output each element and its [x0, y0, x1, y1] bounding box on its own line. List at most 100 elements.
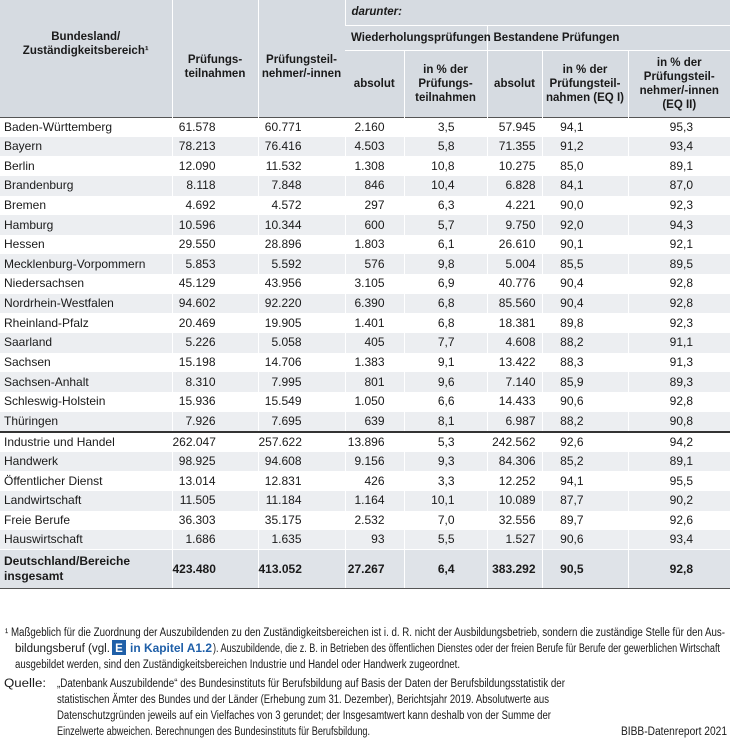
value-cell: 9.750 — [486, 215, 542, 235]
table-row: Rheinland-Pfalz 20.469 19.905 1.401 6,8 18.38… — [0, 313, 730, 334]
reference-link[interactable]: in Kapitel A1.2 — [130, 643, 212, 655]
table-row: Handwerk 98.925 94.608 9.156 9,3 84.306 85,2 89… — [0, 451, 730, 472]
value-cell: 9,3 — [403, 451, 487, 472]
header-cell: absolut — [345, 49, 404, 117]
credit: BIBB-Datenreport 2021 — [621, 726, 727, 738]
value-cell: 11.505 — [171, 490, 258, 511]
value-cell: 8.118 — [171, 175, 258, 196]
value-cell: 26.610 — [486, 234, 542, 255]
value-cell: 91,1 — [627, 333, 730, 353]
value-cell: 89,8 — [541, 313, 628, 334]
value-cell: 36.303 — [171, 510, 258, 531]
table-row: Deutschland/Bereiche insgesamt 423.480 413.… — [0, 549, 730, 590]
header-text: nahmen (EQ I) — [546, 91, 624, 104]
header-text: darunter: — [351, 6, 402, 19]
row-label: Nordrhein-Westfalen — [0, 293, 172, 314]
value-cell: 242.562 — [486, 430, 542, 452]
value-cell: 12.090 — [171, 156, 258, 176]
header-text: nehmer/-innen — [639, 84, 719, 97]
value-cell: 9,8 — [403, 254, 487, 275]
value-cell: 10,8 — [403, 156, 487, 176]
header-cell: Wiederholungsprüfungen — [345, 24, 491, 50]
header-cell: Bestandene Prüfungen — [486, 24, 730, 50]
table-row: Sachsen-Anhalt 8.310 7.995 801 9,6 7.140 85,9 8… — [0, 372, 730, 392]
value-cell: 89,5 — [627, 254, 730, 275]
value-cell: 1.635 — [257, 530, 345, 550]
value-cell: 84,1 — [541, 175, 628, 196]
value-cell: 90,4 — [541, 274, 628, 294]
value-cell: 19.905 — [257, 313, 345, 334]
data-table: Bundesland/Zuständigkeitsbereich¹ Prüfun… — [0, 0, 730, 590]
value-cell: 3.105 — [344, 274, 404, 294]
value-cell: 92,1 — [627, 234, 730, 255]
value-cell: 35.175 — [257, 510, 345, 531]
table-row: Hessen 29.550 28.896 1.803 6,1 26.610 90,1 92,1 — [0, 234, 730, 255]
value-cell: 90,1 — [541, 234, 628, 255]
value-cell: 405 — [344, 333, 404, 353]
value-cell: 85,5 — [541, 254, 628, 275]
value-cell: 91,3 — [627, 352, 730, 373]
value-cell: 88,2 — [541, 333, 628, 353]
value-cell: 6.987 — [486, 411, 542, 432]
value-cell: 27.267 — [344, 549, 404, 590]
value-cell: 93 — [344, 530, 404, 550]
value-cell: 4.503 — [344, 136, 404, 157]
row-label-line: insgesamt — [4, 569, 64, 584]
value-cell: 14.433 — [486, 391, 542, 412]
value-cell: 15.198 — [171, 352, 258, 373]
row-label: Schleswig-Holstein — [4, 394, 106, 409]
value-cell: 90,5 — [541, 549, 628, 590]
header-cell: in % der Prüfungs-teilnahmen — [403, 49, 487, 117]
table-row: Brandenburg 8.118 7.848 846 10,4 6.828 84,1 87,… — [0, 175, 730, 196]
value-cell: 10,4 — [403, 175, 487, 196]
row-label-line: Deutschland/Bereiche — [4, 554, 131, 569]
value-cell: 11.184 — [257, 490, 345, 511]
value-cell: 8.310 — [171, 372, 258, 392]
row-label: Hauswirtschaft — [0, 530, 172, 550]
value-cell: 3,5 — [403, 116, 487, 137]
value-cell: 5.592 — [257, 254, 345, 275]
value-cell: 90,6 — [541, 391, 628, 412]
source-text: „Datenbank Auszubildende“ des Bundesinst… — [57, 678, 565, 690]
value-cell: 40.776 — [486, 274, 542, 294]
table-header: Bundesland/Zuständigkeitsbereich¹ Prüfun… — [0, 0, 730, 117]
value-cell: 85,2 — [541, 451, 628, 472]
table-body: Baden-Württemberg 61.578 60.771 2.160 3,5 57.… — [0, 116, 730, 590]
value-cell: 2.160 — [344, 116, 404, 137]
value-cell: 98.925 — [171, 451, 258, 472]
footnote-text: ausgebildet werden, sind den Zuständigke… — [15, 659, 460, 671]
value-cell: 90,4 — [541, 293, 628, 314]
footnote-text: ¹ Maßgeblich für die Zuordnung der Auszu… — [5, 627, 725, 639]
value-cell: 14.706 — [257, 352, 345, 373]
value-cell: 383.292 — [486, 549, 542, 590]
value-cell: 4.221 — [486, 195, 542, 216]
value-cell: 94.608 — [257, 451, 345, 472]
value-cell: 10.344 — [257, 215, 345, 235]
header-text: Zuständigkeitsbereich¹ — [22, 45, 149, 58]
header-text: teilnahmen — [415, 91, 476, 104]
table-row: Industrie und Handel 262.047 257.622 13.896… — [0, 430, 730, 452]
table-row: Thüringen 7.926 7.695 639 8,1 6.987 88,2 90,8 — [0, 411, 730, 432]
value-cell: 13.896 — [344, 430, 404, 452]
icon-letter: E — [115, 643, 123, 655]
table-row: Niedersachsen 45.129 43.956 3.105 6,9 40.776 9… — [0, 274, 730, 294]
value-cell: 92,6 — [627, 510, 730, 531]
value-cell: 28.896 — [257, 234, 345, 255]
value-cell: 6.390 — [344, 293, 404, 314]
row-label: Baden-Württemberg — [0, 116, 172, 137]
value-cell: 6,4 — [403, 549, 487, 590]
value-cell: 95,5 — [627, 471, 730, 491]
value-cell: 9,1 — [403, 352, 487, 373]
value-cell: 9.156 — [344, 451, 404, 472]
row-label: Sachsen — [4, 355, 51, 369]
row-label: Saarland — [0, 333, 172, 353]
header-text: (EQ II) — [662, 98, 697, 111]
header-text: Prüfungsteil- — [643, 70, 715, 83]
value-cell: 5,7 — [403, 215, 487, 235]
table-row: Freie Berufe 36.303 35.175 2.532 7,0 32.556 89… — [0, 510, 730, 531]
value-cell: 6,8 — [403, 293, 487, 314]
value-cell: 262.047 — [171, 430, 258, 452]
value-cell: 90,0 — [541, 195, 628, 216]
value-cell: 1.686 — [171, 530, 258, 550]
